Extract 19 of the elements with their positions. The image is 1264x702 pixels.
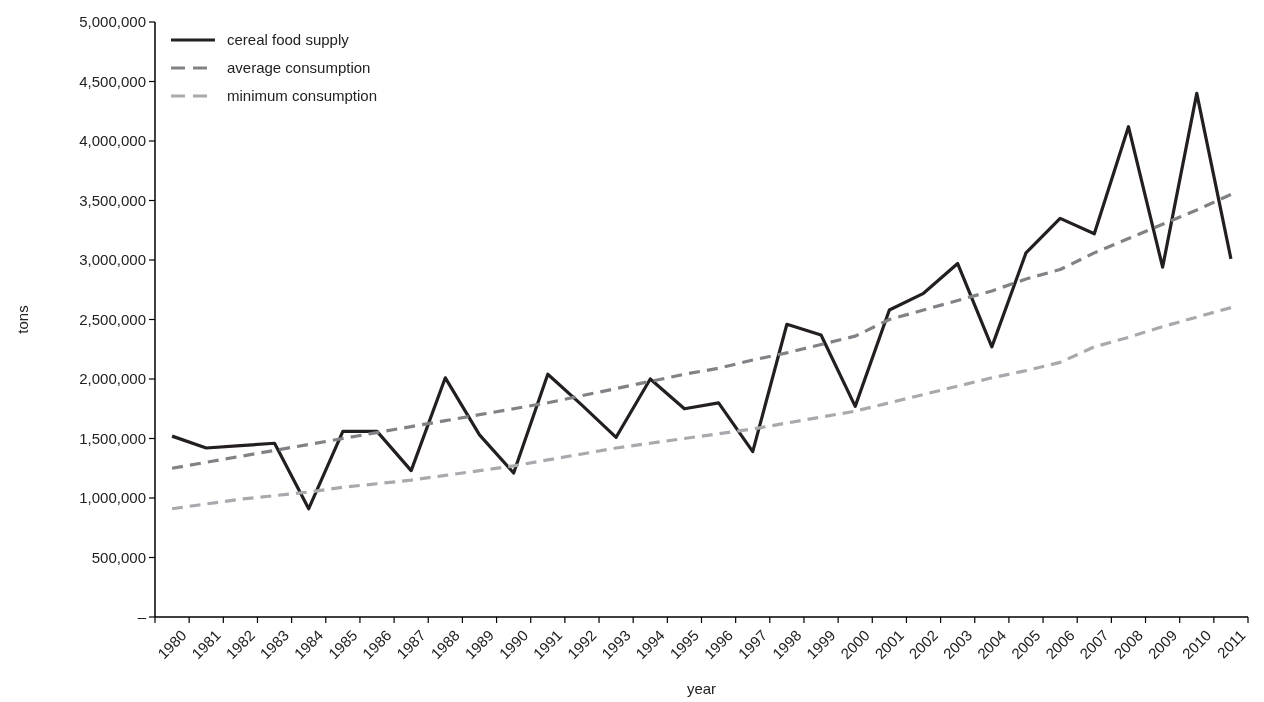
legend-label: minimum consumption [227,87,378,105]
y-tick-label: – [137,608,147,626]
y-tick-label: 4,500,000 [79,72,146,90]
y-tick-label: 3,500,000 [79,191,146,209]
y-tick-label: 2,000,000 [79,370,146,388]
y-tick-label: 500,000 [91,548,146,566]
line-series [170,306,1233,511]
y-axis-title: tons [14,305,31,334]
y-tick-label: 1,500,000 [79,429,146,447]
line-series [170,91,1233,511]
y-tick-label: 5,000,000 [79,13,146,31]
y-tick-label: 1,000,000 [79,489,146,507]
y-tick-label: 2,500,000 [79,310,146,328]
y-tick-label: 3,000,000 [79,251,146,269]
legend-label: cereal food supply [227,31,350,49]
legend-label: average consumption [227,59,371,77]
line-series [170,192,1233,470]
y-tick-label: 4,000,000 [79,132,146,150]
x-axis-title: year [686,680,717,697]
